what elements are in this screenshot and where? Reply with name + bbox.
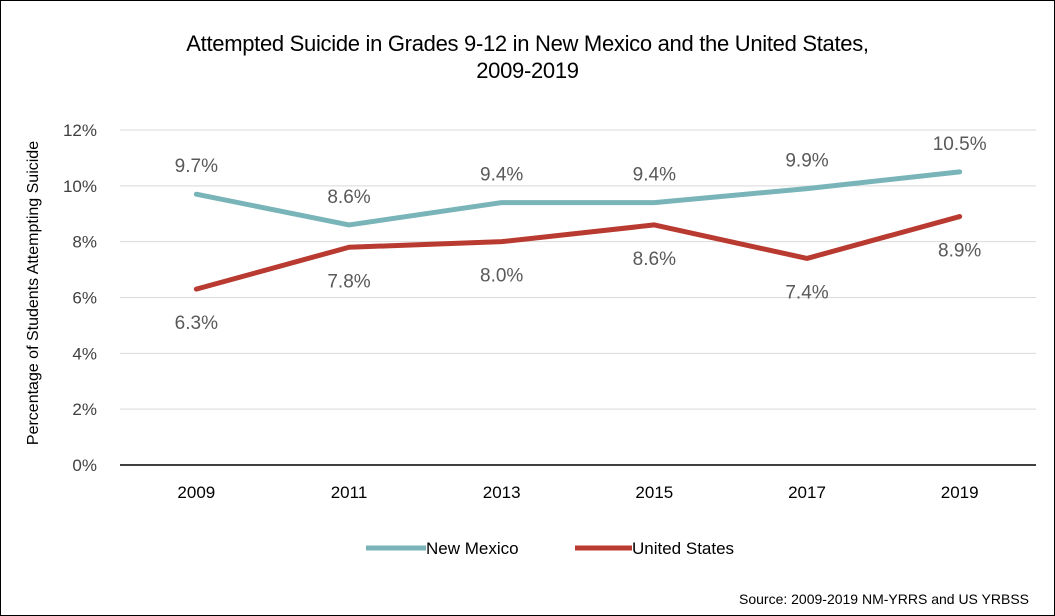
y-tick-label: 4% — [72, 344, 97, 363]
data-label: 6.3% — [175, 313, 218, 334]
data-labels: 9.7% 8.6% 9.4% 9.4% 9.9% 10.5% 6.3% 7.8% 8.0% 8.6… — [175, 134, 987, 334]
data-label: 8.6% — [633, 249, 676, 270]
data-label: 8.6% — [327, 187, 370, 208]
y-tick-label: 10% — [63, 177, 97, 196]
legend: New Mexico United States — [366, 539, 734, 558]
y-tick-label: 8% — [72, 233, 97, 252]
x-tick-label: 2017 — [788, 483, 826, 502]
y-tick-label: 6% — [72, 289, 97, 308]
x-tick-label: 2019 — [941, 483, 979, 502]
series-lines — [193, 169, 963, 292]
data-label: 10.5% — [933, 134, 987, 155]
data-label: 9.4% — [480, 165, 523, 186]
series-line-united-states — [193, 214, 963, 292]
data-label: 8.9% — [938, 241, 981, 262]
axes: 0% 2% 4% 6% 8% 10% 12% 2009 2011 2013 2015 2017 2019 — [63, 121, 1036, 502]
x-tick-label: 2013 — [483, 483, 521, 502]
data-label: 7.4% — [785, 282, 828, 303]
chart-title-line-1: Attempted Suicide in Grades 9-12 in New … — [186, 31, 869, 56]
legend-label: United States — [632, 539, 734, 558]
series-line-new-mexico — [193, 169, 963, 228]
y-tick-label: 12% — [63, 121, 97, 140]
gridlines — [120, 129, 1036, 410]
y-tick-label: 0% — [72, 456, 97, 475]
data-label: 9.4% — [633, 165, 676, 186]
source-note: Source: 2009-2019 NM-YRRS and US YRBSS — [739, 591, 1029, 607]
y-tick-label: 2% — [72, 400, 97, 419]
chart-title: Attempted Suicide in Grades 9-12 in New … — [0, 30, 1055, 84]
data-label: 9.7% — [175, 156, 218, 177]
y-axis-label: Percentage of Students Attempting Suicid… — [25, 141, 42, 445]
x-tick-label: 2015 — [635, 483, 673, 502]
x-tick-label: 2009 — [177, 483, 215, 502]
legend-label: New Mexico — [426, 539, 519, 558]
chart-title-line-2: 2009-2019 — [476, 58, 579, 83]
data-label: 8.0% — [480, 266, 523, 287]
x-tick-label: 2011 — [331, 483, 368, 502]
data-label: 7.8% — [327, 271, 370, 292]
data-label: 9.9% — [785, 151, 828, 172]
